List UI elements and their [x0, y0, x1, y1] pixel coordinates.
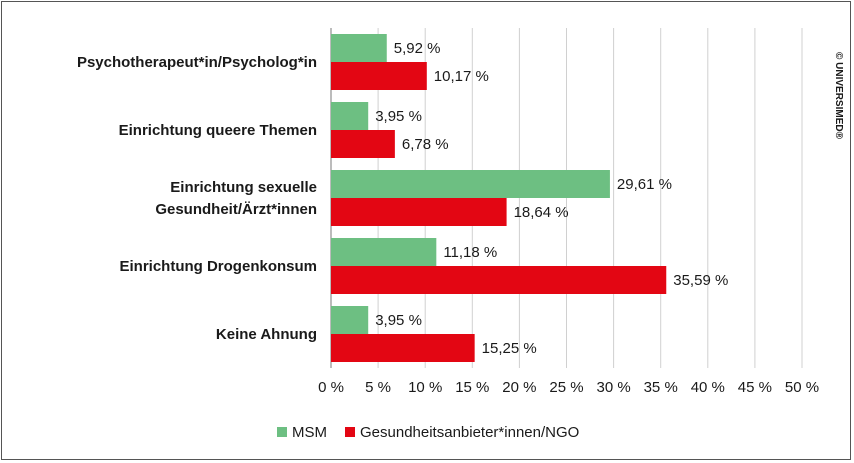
legend-label: MSM	[292, 424, 327, 441]
data-label: 18,64 %	[514, 204, 569, 221]
bars	[331, 34, 667, 362]
x-tick-label: 40 %	[691, 379, 725, 396]
labels: 5,92 % 10,17 % Psychotherapeut*in/Psycholo…	[77, 40, 728, 357]
data-label: 35,59 %	[673, 272, 728, 289]
data-label: 3,95 %	[375, 312, 422, 329]
legend-swatch-ngo	[345, 427, 355, 437]
data-label: 15,25 %	[482, 340, 537, 357]
x-tick-label: 30 %	[596, 379, 630, 396]
category-label: Keine Ahnung	[216, 326, 317, 343]
x-tick-label: 50 %	[785, 379, 819, 396]
category-label: Psychotherapeut*in/Psycholog*in	[77, 54, 317, 71]
data-label: 11,18 %	[443, 244, 497, 261]
bar-ngo	[331, 334, 475, 362]
data-label: 6,78 %	[402, 136, 449, 153]
bar-msm	[331, 170, 610, 198]
x-tick-label: 45 %	[738, 379, 772, 396]
x-tick-label: 25 %	[549, 379, 583, 396]
bar-msm	[331, 34, 387, 62]
legend-label: Gesundheitsanbieter*innen/NGO	[360, 424, 579, 441]
category-label: Einrichtung Drogenkonsum	[119, 258, 317, 275]
x-tick-label: 15 %	[455, 379, 489, 396]
data-label: 10,17 %	[434, 68, 489, 85]
x-tick-label: 0 %	[318, 379, 344, 396]
data-label: 29,61 %	[617, 176, 672, 193]
x-tick-label: 35 %	[644, 379, 678, 396]
category-label: Gesundheit/Ärzt*innen	[155, 201, 317, 218]
x-tick-label: 5 %	[365, 379, 391, 396]
legend-swatch-msm	[277, 427, 287, 437]
legend: MSM Gesundheitsanbieter*innen/NGO	[277, 424, 579, 441]
bar-ngo	[331, 62, 427, 90]
x-tick-label: 20 %	[502, 379, 536, 396]
bar-msm	[331, 102, 369, 130]
category-label: Einrichtung queere Themen	[119, 122, 317, 139]
data-label: 5,92 %	[394, 40, 441, 57]
bar-ngo	[331, 266, 667, 294]
bar-msm	[331, 306, 369, 334]
bar-msm	[331, 238, 437, 266]
copyright-notice: © UNIVERSIMED®	[833, 52, 844, 140]
bar-ngo	[331, 130, 395, 158]
category-label: Einrichtung sexuelle	[170, 179, 317, 196]
x-tick-label: 10 %	[408, 379, 442, 396]
data-label: 3,95 %	[375, 108, 422, 125]
x-axis-ticks: 0 % 5 % 10 % 15 % 20 % 25 % 30 % 35 % 40 % 45 % 50…	[318, 379, 819, 396]
bar-ngo	[331, 198, 507, 226]
